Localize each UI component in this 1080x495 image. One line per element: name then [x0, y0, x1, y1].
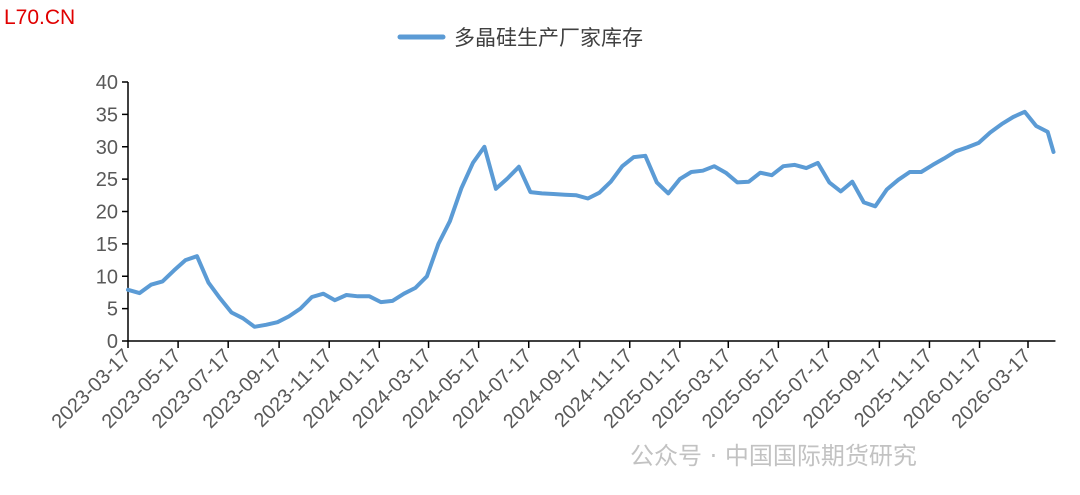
watermark-source: 公众号 · 中国国际期货研究: [630, 442, 917, 470]
y-tick-label: 35: [96, 104, 118, 126]
y-tick-label: 5: [107, 299, 118, 321]
y-tick-label: 10: [96, 266, 118, 288]
y-tick-label: 25: [96, 169, 118, 191]
watermark-logo: L70.CN: [4, 6, 76, 29]
y-tick-label: 15: [96, 234, 118, 256]
y-tick-label: 0: [107, 331, 118, 353]
legend-label: 多晶硅生产厂家库存: [454, 26, 643, 50]
y-tick-label: 30: [96, 137, 118, 159]
y-tick-label: 20: [96, 202, 118, 224]
y-tick-label: 40: [96, 72, 118, 94]
series-line: [126, 109, 1056, 329]
